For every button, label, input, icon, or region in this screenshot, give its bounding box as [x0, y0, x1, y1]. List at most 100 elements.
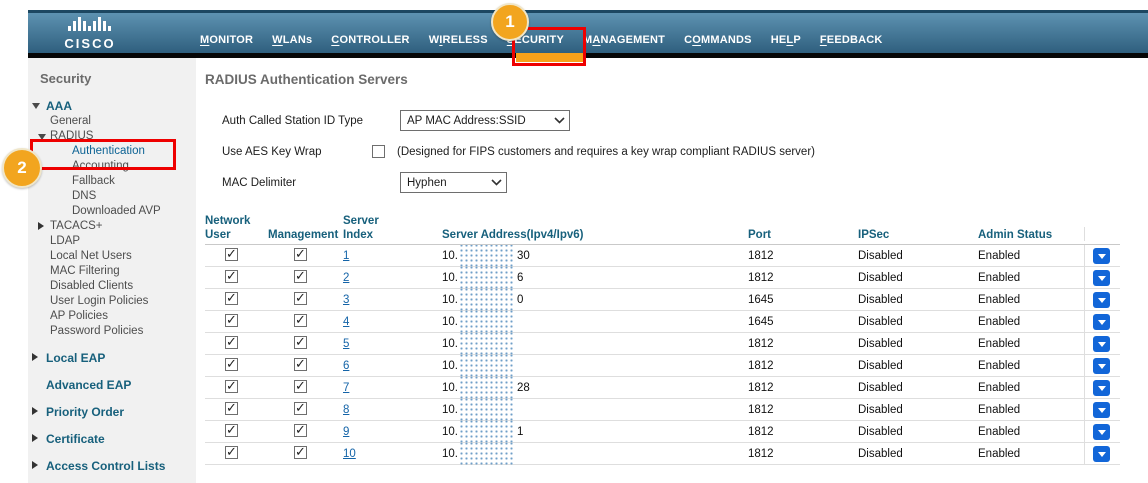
row-actions-dropdown-button[interactable] [1093, 336, 1110, 352]
nav-item-monitor[interactable]: MONITOR [200, 34, 254, 46]
port-cell: 1812 [748, 448, 774, 460]
server-index-cell: 9 [343, 426, 442, 438]
network-user-checkbox[interactable] [225, 334, 238, 350]
row-actions-dropdown-button[interactable] [1093, 446, 1110, 462]
server-address-cell: 10. [442, 355, 748, 377]
server-address-suffix: 6 [517, 272, 524, 284]
nav-item-commands[interactable]: COMMANDS [684, 34, 752, 46]
management-checkbox[interactable] [294, 290, 307, 306]
port-cell: 1812 [748, 426, 774, 438]
network-user-cell [205, 334, 268, 352]
sidebar-item-local-net-users[interactable]: Local Net Users [28, 249, 196, 264]
server-index-link[interactable]: 9 [343, 426, 350, 438]
sidebar-item-general[interactable]: General [28, 114, 196, 129]
network-user-checkbox[interactable] [225, 400, 238, 416]
server-index-link[interactable]: 6 [343, 360, 350, 372]
management-cell [268, 356, 343, 374]
mac-delimiter-select[interactable]: Hyphen [400, 172, 507, 193]
server-address-cell: 10. [442, 443, 748, 465]
nav-item-wlans[interactable]: WLANs [272, 34, 313, 46]
sidebar-item-aaa[interactable]: AAA [28, 98, 196, 114]
sidebar-item-local-eap[interactable]: Local EAP [28, 350, 196, 366]
nav-item-controller[interactable]: CONTROLLER [331, 34, 410, 46]
actions-cell [1084, 399, 1120, 421]
management-checkbox[interactable] [294, 444, 307, 460]
triangle-right-icon[interactable] [32, 434, 42, 442]
management-checkbox[interactable] [294, 378, 307, 394]
triangle-right-icon[interactable] [32, 353, 42, 361]
nav-item-management[interactable]: MANAGEMENT [583, 34, 666, 46]
server-index-link[interactable]: 1 [343, 250, 350, 262]
server-address-prefix: 10. [442, 272, 458, 284]
sidebar-item-disabled-clients[interactable]: Disabled Clients [28, 279, 196, 294]
sidebar-item-tacacs[interactable]: TACACS+ [28, 219, 196, 234]
management-checkbox[interactable] [294, 356, 307, 372]
server-index-link[interactable]: 5 [343, 338, 350, 350]
mac-delimiter-row: MAC Delimiter Hyphen [205, 172, 1148, 193]
admin-status-cell: Enabled [978, 360, 1021, 372]
row-actions-dropdown-button[interactable] [1093, 380, 1110, 396]
sidebar-item-priority-order[interactable]: Priority Order [28, 404, 196, 420]
triangle-down-icon[interactable] [38, 134, 46, 144]
sidebar-menu: AAA General RADIUS Authentication Accounting… [28, 98, 196, 474]
management-checkbox[interactable] [294, 422, 307, 438]
server-index-link[interactable]: 7 [343, 382, 350, 394]
triangle-right-icon[interactable] [38, 222, 48, 230]
sidebar-item-user-login-policies[interactable]: User Login Policies [28, 294, 196, 309]
management-checkbox[interactable] [294, 400, 307, 416]
network-user-checkbox[interactable] [225, 378, 238, 394]
sidebar-item-label: AP Policies [50, 310, 108, 322]
management-checkbox[interactable] [294, 246, 307, 262]
triangle-right-icon[interactable] [32, 461, 42, 469]
network-user-checkbox[interactable] [225, 444, 238, 460]
server-index-cell: 10 [343, 448, 442, 460]
sidebar-item-ap-policies[interactable]: AP Policies [28, 309, 196, 324]
server-index-cell: 8 [343, 404, 442, 416]
server-index-link[interactable]: 8 [343, 404, 350, 416]
main-content: RADIUS Authentication Servers Auth Calle… [196, 58, 1148, 483]
triangle-right-icon[interactable] [32, 407, 42, 415]
network-user-cell [205, 422, 268, 440]
triangle-down-icon[interactable] [32, 103, 40, 113]
management-checkbox[interactable] [294, 312, 307, 328]
actions-cell [1084, 267, 1120, 289]
management-checkbox[interactable] [294, 334, 307, 350]
server-index-link[interactable]: 4 [343, 316, 350, 328]
actions-cell [1084, 333, 1120, 355]
auth-called-station-select[interactable]: AP MAC Address:SSID [400, 110, 570, 131]
sidebar-item-fallback[interactable]: Fallback [28, 174, 196, 189]
server-index-link[interactable]: 10 [343, 448, 356, 460]
sidebar-item-advanced-eap[interactable]: Advanced EAP [28, 377, 196, 393]
server-index-link[interactable]: 2 [343, 272, 350, 284]
row-actions-dropdown-button[interactable] [1093, 292, 1110, 308]
network-user-checkbox[interactable] [225, 312, 238, 328]
sidebar-item-ldap[interactable]: LDAP [28, 234, 196, 249]
ipsec-cell: Disabled [858, 316, 903, 328]
row-actions-dropdown-button[interactable] [1093, 248, 1110, 264]
nav-item-wireless[interactable]: WIRELESS [428, 34, 488, 46]
server-index-link[interactable]: 3 [343, 294, 350, 306]
sidebar-item-access-control-lists[interactable]: Access Control Lists [28, 458, 196, 474]
management-checkbox[interactable] [294, 268, 307, 284]
nav-item-feedback[interactable]: FEEDBACK [819, 34, 883, 46]
aes-key-wrap-checkbox[interactable] [372, 145, 385, 158]
redacted-address-region [458, 399, 513, 421]
row-actions-dropdown-button[interactable] [1093, 314, 1110, 330]
network-user-checkbox[interactable] [225, 422, 238, 438]
network-user-checkbox[interactable] [225, 356, 238, 372]
network-user-checkbox[interactable] [225, 290, 238, 306]
row-actions-dropdown-button[interactable] [1093, 358, 1110, 374]
network-user-checkbox[interactable] [225, 246, 238, 262]
sidebar-item-password-policies[interactable]: Password Policies [28, 324, 196, 339]
row-actions-dropdown-button[interactable] [1093, 424, 1110, 440]
sidebar-item-mac-filtering[interactable]: MAC Filtering [28, 264, 196, 279]
nav-item-help[interactable]: HELP [770, 34, 801, 46]
server-address-prefix: 10. [442, 382, 458, 394]
sidebar-item-certificate[interactable]: Certificate [28, 431, 196, 447]
row-actions-dropdown-button[interactable] [1093, 270, 1110, 286]
row-actions-dropdown-button[interactable] [1093, 402, 1110, 418]
sidebar-item-downloaded-avp[interactable]: Downloaded AVP [28, 204, 196, 219]
network-user-checkbox[interactable] [225, 268, 238, 284]
sidebar-item-dns[interactable]: DNS [28, 189, 196, 204]
sidebar-item-authentication[interactable]: Authentication [28, 144, 196, 159]
